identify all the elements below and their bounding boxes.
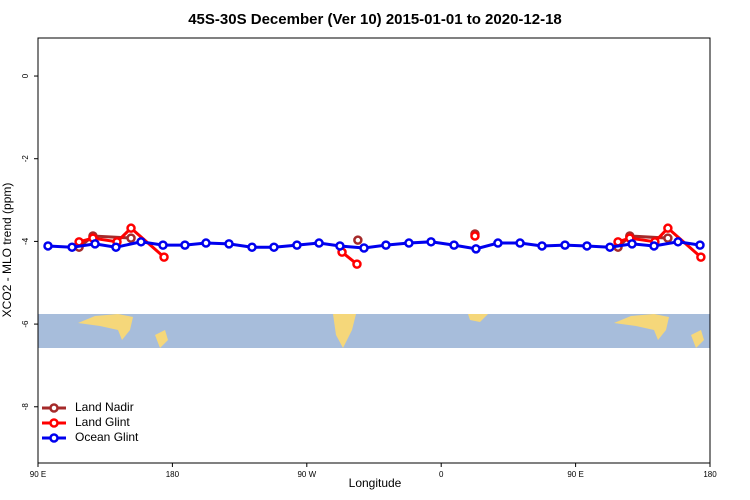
series-point — [663, 233, 673, 243]
series-point — [352, 259, 362, 269]
series-point — [159, 252, 169, 262]
series-point — [649, 241, 659, 251]
series-point — [560, 240, 570, 250]
series-point — [74, 237, 84, 247]
y-tick-label: -6 — [21, 320, 30, 328]
y-axis-label: XCO2 - MLO trend (ppm) — [0, 183, 14, 318]
series-point — [111, 242, 121, 252]
series-point — [90, 239, 100, 249]
series-point — [269, 242, 279, 252]
x-tick-label: 90 E — [567, 470, 583, 479]
series-point — [314, 238, 324, 248]
y-tick-label: -2 — [21, 155, 30, 163]
series-point — [126, 223, 136, 233]
series-point — [353, 235, 363, 245]
series-point — [180, 240, 190, 250]
series-point — [67, 242, 77, 252]
series-point — [426, 237, 436, 247]
series-point — [663, 223, 673, 233]
series-point — [449, 240, 459, 250]
series-point — [335, 241, 345, 251]
plot-frame — [37, 37, 711, 464]
y-tick-label: 0 — [21, 73, 30, 78]
series-point — [696, 252, 706, 262]
x-tick-label: 0 — [439, 470, 444, 479]
series-point — [537, 241, 547, 251]
series-point — [471, 244, 481, 254]
y-tick-label: -8 — [21, 403, 30, 411]
series-point — [627, 239, 637, 249]
x-tick-label: 180 — [166, 470, 180, 479]
legend-label: Land Nadir — [75, 400, 134, 414]
series-line — [47, 240, 701, 251]
series-point — [605, 242, 615, 252]
series-point — [136, 237, 146, 247]
series-point — [43, 241, 53, 251]
legend-label: Land Glint — [75, 415, 130, 429]
series-point — [515, 238, 525, 248]
series-point — [201, 238, 211, 248]
x-axis-label: Longitude — [349, 476, 402, 490]
series-point — [381, 240, 391, 250]
chart-title: 45S-30S December (Ver 10) 2015-01-01 to … — [188, 11, 562, 28]
series-point — [404, 238, 414, 248]
series-point — [158, 240, 168, 250]
x-tick-label: 90 E — [30, 470, 46, 479]
series-point — [359, 243, 369, 253]
legend-marker — [49, 433, 59, 443]
series-point — [695, 240, 705, 250]
series-point — [247, 242, 257, 252]
x-tick-label: 180 — [703, 470, 717, 479]
series-point — [582, 241, 592, 251]
legend-label: Ocean Glint — [75, 430, 139, 444]
series-point — [493, 238, 503, 248]
series-point — [292, 240, 302, 250]
series-point — [126, 233, 136, 243]
legend-marker — [49, 418, 59, 428]
y-tick-label: -4 — [21, 237, 30, 245]
map-strip — [38, 314, 710, 348]
series-point — [224, 239, 234, 249]
legend-marker — [49, 403, 59, 413]
series-point — [470, 231, 480, 241]
x-tick-label: 90 W — [297, 470, 316, 479]
series-point — [673, 237, 683, 247]
